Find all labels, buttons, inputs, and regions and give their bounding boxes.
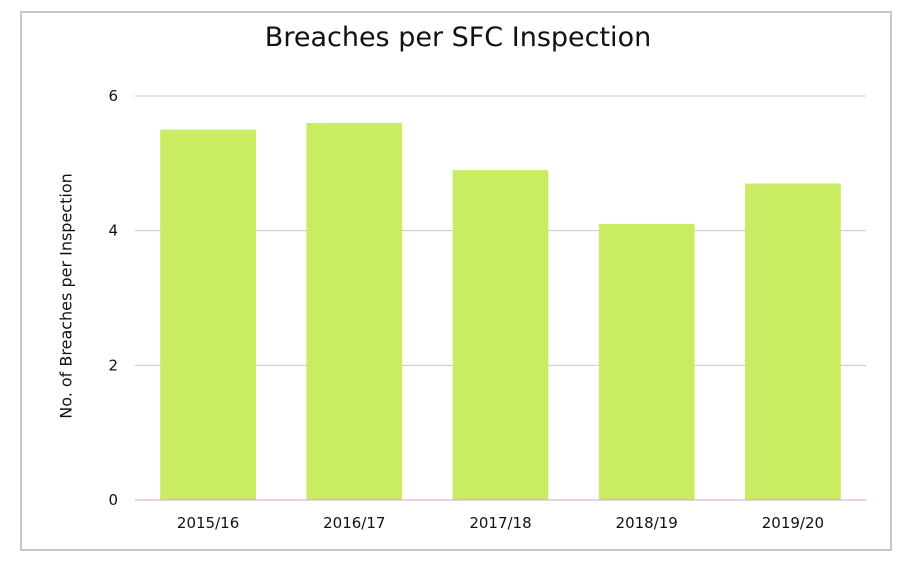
- x-tick-label: 2018/19: [616, 514, 678, 532]
- x-tick-label: 2016/17: [323, 514, 385, 532]
- bar-2015-16: [160, 129, 256, 500]
- y-tick-labels: 0 2 4 6: [108, 87, 118, 509]
- bars: [135, 122, 866, 501]
- y-tick-label: 6: [108, 87, 118, 105]
- x-tick-labels: 2015/16 2016/17 2017/18 2018/19 2019/20: [177, 514, 824, 532]
- x-tick-label: 2017/18: [469, 514, 531, 532]
- y-tick-label: 2: [108, 356, 118, 374]
- bar-2016-17: [306, 122, 403, 500]
- y-tick-label: 4: [108, 222, 118, 240]
- bar-2019-20: [745, 183, 841, 501]
- chart-title: Breaches per SFC Inspection: [264, 22, 652, 53]
- x-tick-label: 2019/20: [762, 514, 824, 532]
- y-tick-label: 0: [108, 491, 118, 509]
- bar-2018-19: [598, 223, 695, 500]
- bar-2017-18: [452, 170, 549, 501]
- x-tick-label: 2015/16: [177, 514, 239, 532]
